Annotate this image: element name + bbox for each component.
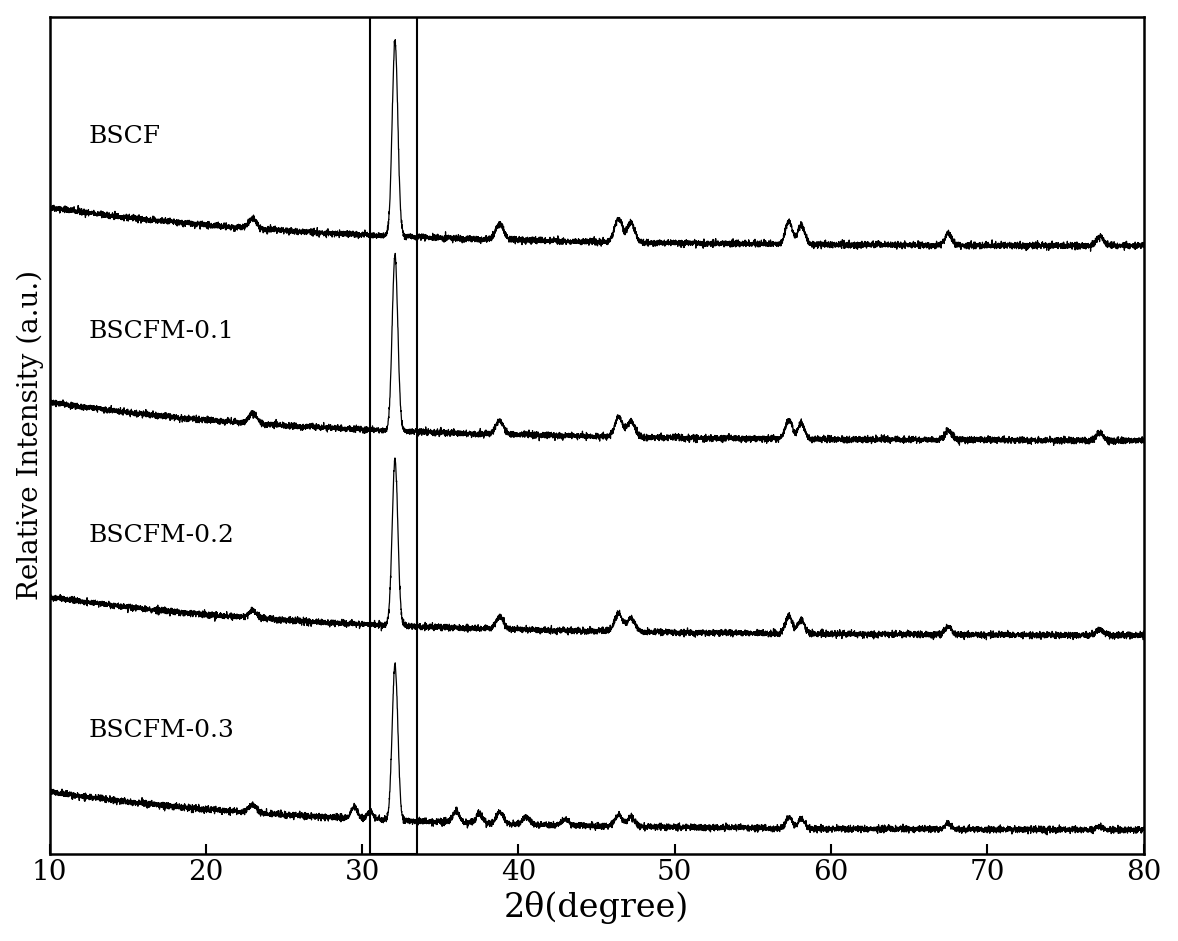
Text: BSCFM-0.3: BSCFM-0.3 <box>88 719 234 742</box>
Bar <box>370 17 417 853</box>
Text: BSCFM-0.2: BSCFM-0.2 <box>88 524 234 548</box>
X-axis label: 2θ(degree): 2θ(degree) <box>504 891 689 924</box>
Y-axis label: Relative Intensity (a.u.): Relative Intensity (a.u.) <box>16 270 44 600</box>
Text: BSCFM-0.1: BSCFM-0.1 <box>88 320 234 343</box>
Text: BSCF: BSCF <box>88 125 160 149</box>
